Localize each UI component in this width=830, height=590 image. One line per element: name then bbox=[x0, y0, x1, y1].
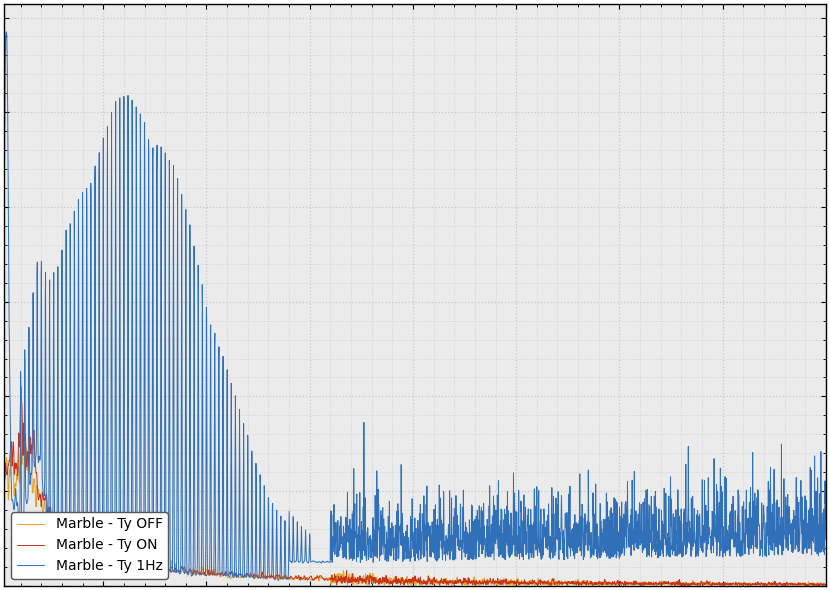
Line: Marble - Ty ON: Marble - Ty ON bbox=[4, 386, 826, 586]
Marble - Ty OFF bbox=[315, 575, 325, 582]
Marble - Ty 1Hz bbox=[2, 28, 12, 35]
Marble - Ty OFF bbox=[19, 430, 29, 437]
Legend: Marble - Ty OFF, Marble - Ty ON, Marble - Ty 1Hz: Marble - Ty OFF, Marble - Ty ON, Marble … bbox=[11, 512, 168, 579]
Marble - Ty 1Hz bbox=[805, 464, 815, 471]
Marble - Ty OFF bbox=[716, 581, 726, 588]
Marble - Ty ON bbox=[350, 578, 360, 585]
Marble - Ty OFF bbox=[142, 559, 152, 566]
Marble - Ty OFF bbox=[0, 479, 9, 486]
Line: Marble - Ty OFF: Marble - Ty OFF bbox=[4, 434, 826, 586]
Marble - Ty ON bbox=[93, 552, 103, 559]
Marble - Ty ON bbox=[0, 470, 9, 477]
Marble - Ty 1Hz bbox=[350, 529, 360, 536]
Marble - Ty ON bbox=[778, 582, 788, 589]
Marble - Ty ON bbox=[821, 581, 830, 588]
Marble - Ty OFF bbox=[350, 579, 360, 586]
Marble - Ty 1Hz bbox=[0, 207, 9, 214]
Marble - Ty ON bbox=[16, 383, 26, 390]
Marble - Ty OFF bbox=[93, 556, 103, 563]
Line: Marble - Ty 1Hz: Marble - Ty 1Hz bbox=[4, 32, 826, 581]
Marble - Ty ON bbox=[315, 572, 325, 579]
Marble - Ty 1Hz bbox=[315, 558, 325, 565]
Marble - Ty 1Hz bbox=[142, 565, 152, 572]
Marble - Ty OFF bbox=[805, 581, 815, 588]
Marble - Ty ON bbox=[142, 560, 152, 567]
Marble - Ty 1Hz bbox=[273, 577, 283, 584]
Marble - Ty OFF bbox=[761, 582, 771, 589]
Marble - Ty 1Hz bbox=[821, 536, 830, 543]
Marble - Ty 1Hz bbox=[717, 523, 727, 530]
Marble - Ty ON bbox=[716, 581, 726, 588]
Marble - Ty OFF bbox=[821, 582, 830, 589]
Marble - Ty ON bbox=[805, 580, 815, 587]
Marble - Ty 1Hz bbox=[93, 553, 103, 560]
